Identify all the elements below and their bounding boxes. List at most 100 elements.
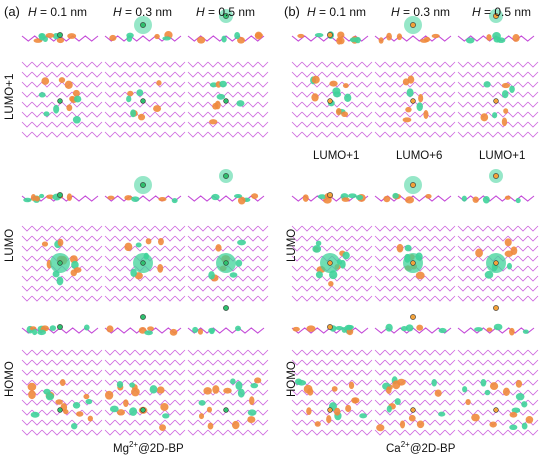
top-view-lattice-bond <box>351 225 363 232</box>
top-view-lattice-bond <box>404 225 416 232</box>
top-view-lattice-bond <box>61 131 73 138</box>
top-view-orbital-lobe <box>209 82 218 88</box>
top-view-lattice-bond <box>424 245 436 252</box>
top-view-orbital-lobe <box>104 390 114 400</box>
top-view-lattice-bond <box>424 369 436 376</box>
top-view-orbital-lobe <box>124 242 133 252</box>
top-view-lattice-bond <box>217 285 229 292</box>
top-view-lattice-bond <box>487 131 499 138</box>
top-view-lattice-bond <box>487 285 499 292</box>
top-view-lattice-bond <box>467 379 479 386</box>
adsorbed-ion-side <box>140 314 146 320</box>
top-view-lattice-bond <box>207 369 219 376</box>
top-view-lattice-bond <box>114 255 126 262</box>
top-view-lattice-bond <box>341 61 353 68</box>
top-view-lattice-bond <box>467 91 479 98</box>
top-view-lattice-bond <box>444 111 456 118</box>
top-view-lattice-bond <box>527 101 539 108</box>
top-view-orbital-lobe <box>335 108 342 116</box>
panel-a-col-3-header: H = 0.5 nm <box>196 5 256 19</box>
top-view-lattice-bond <box>257 131 269 138</box>
top-view-lattice-bond <box>497 349 509 356</box>
top-view-lattice-bond <box>187 91 199 98</box>
top-view-lattice-bond <box>144 399 156 406</box>
top-view-orbital-lobe <box>475 248 483 258</box>
top-view-orbital-lobe <box>406 88 414 97</box>
top-view-lattice-bond <box>331 379 343 386</box>
top-view-lattice-bond <box>457 61 469 68</box>
top-view-lattice-bond <box>187 61 199 68</box>
top-view-orbital-lobe <box>198 400 206 406</box>
adsorbed-ion-top <box>493 260 499 266</box>
top-view-orbital-lobe <box>386 405 392 413</box>
top-view-lattice-bond <box>351 265 363 272</box>
top-view-lattice-bond <box>517 235 529 242</box>
top-view-lattice-bond <box>114 91 126 98</box>
top-view-lattice-bond <box>31 295 43 302</box>
top-view-lattice-bond <box>81 81 93 88</box>
side-view-orbital-lobe <box>482 195 490 204</box>
top-view-lattice-bond <box>51 225 63 232</box>
top-view-lattice-bond <box>444 359 456 366</box>
top-view-lattice-bond <box>291 419 303 426</box>
top-view-lattice-bond <box>424 81 436 88</box>
top-view-lattice-bond <box>361 295 373 302</box>
top-view-lattice-bond <box>174 419 186 426</box>
side-view-orbital-lobe <box>197 328 204 335</box>
top-view-lattice-bond <box>197 235 209 242</box>
top-view-lattice-bond <box>174 379 186 386</box>
top-view-lattice-bond <box>41 245 53 252</box>
top-view-lattice-bond <box>81 409 93 416</box>
top-view-lattice-bond <box>321 91 333 98</box>
top-view-lattice-bond <box>434 91 446 98</box>
top-view-lattice-bond <box>104 419 116 426</box>
top-view-lattice-bond <box>257 389 269 396</box>
top-view-lattice-bond <box>321 111 333 118</box>
top-view-lattice-bond <box>21 399 33 406</box>
panel-b-row-homo-label: HOMO <box>286 361 298 397</box>
top-view-lattice-bond <box>351 101 363 108</box>
top-view-orbital-lobe <box>129 407 138 416</box>
top-view-lattice-bond <box>81 265 93 272</box>
top-view-lattice-bond <box>31 359 43 366</box>
side-view-orbital-lobe <box>144 330 153 336</box>
top-view-lattice-bond <box>91 265 103 272</box>
top-view-lattice-bond <box>477 429 489 436</box>
top-view-lattice-bond <box>41 419 53 426</box>
top-view-lattice-bond <box>351 255 363 262</box>
top-view-lattice-bond <box>444 91 456 98</box>
top-view-lattice-bond <box>144 71 156 78</box>
top-view-lattice-bond <box>114 81 126 88</box>
top-view-lattice-bond <box>21 379 33 386</box>
top-view-orbital-lobe <box>66 104 73 112</box>
top-view-orbital-lobe <box>402 117 412 123</box>
top-view-lattice-bond <box>361 369 373 376</box>
top-view-lattice-bond <box>394 349 406 356</box>
top-view-orbital-lobe <box>438 411 446 417</box>
top-view-lattice-bond <box>517 285 529 292</box>
panel-b-row-lumo-label: LUMO <box>286 228 298 262</box>
top-view-lattice-bond <box>164 275 176 282</box>
top-view-lattice-bond <box>301 111 313 118</box>
top-view-lattice-bond <box>154 359 166 366</box>
top-view-lattice-bond <box>444 399 456 406</box>
adsorbed-ion-side <box>493 305 499 311</box>
top-view-lattice-bond <box>104 369 116 376</box>
top-view-lattice-bond <box>311 255 323 262</box>
panel-a-letter: (a) <box>4 4 20 19</box>
top-view-lattice-bond <box>124 225 136 232</box>
top-view-lattice-bond <box>374 235 386 242</box>
top-view-lattice-bond <box>207 265 219 272</box>
top-view-lattice-bond <box>114 131 126 138</box>
top-view-lattice-bond <box>341 349 353 356</box>
top-view-lattice-bond <box>361 71 373 78</box>
top-view-lattice-bond <box>487 369 499 376</box>
top-view-lattice-bond <box>21 429 33 436</box>
top-view-lattice-bond <box>384 409 396 416</box>
top-view-lattice-bond <box>257 91 269 98</box>
top-view-orbital-lobe <box>501 90 509 99</box>
top-view-lattice-bond <box>467 61 479 68</box>
top-view-orbital-lobe <box>116 409 126 416</box>
top-view-lattice-bond <box>114 369 126 376</box>
top-view-lattice-bond <box>404 61 416 68</box>
